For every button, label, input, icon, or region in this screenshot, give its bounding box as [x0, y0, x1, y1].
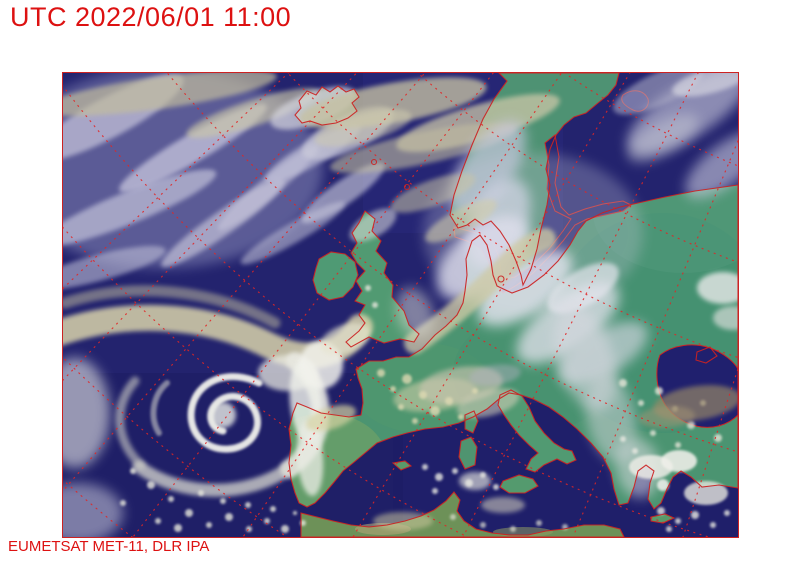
graticule-layer	[63, 73, 738, 537]
coastline-layer	[288, 73, 738, 537]
faroe-islands	[370, 158, 378, 166]
satellite-image-frame	[62, 72, 739, 538]
danish-islands	[497, 275, 505, 283]
credit-label: EUMETSAT MET-11, DLR IPA	[8, 538, 210, 555]
atlantic-cumulus-field	[120, 285, 378, 533]
northwest-cloud-field	[63, 73, 385, 537]
cloud-layer	[63, 73, 738, 537]
black-sea-dust-plume	[639, 385, 738, 429]
timestamp-label: UTC 2022/06/01 11:00	[10, 2, 292, 32]
northeast-corner-clouds	[613, 73, 738, 199]
satellite-map	[63, 73, 738, 537]
biscay-portugal-clouds	[289, 323, 370, 496]
